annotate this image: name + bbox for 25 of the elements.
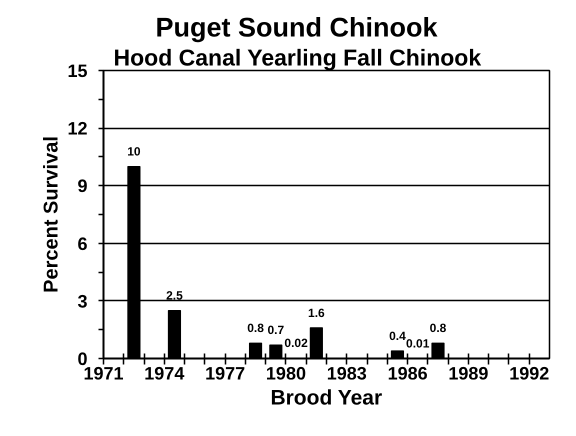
y-tick-label: 15	[67, 61, 88, 81]
data-label: 0.4	[389, 328, 406, 343]
x-tick-label: 1980	[266, 364, 306, 384]
y-tick-label: 9	[77, 176, 88, 196]
y-tick-label: 3	[77, 291, 88, 312]
data-label: 0.02	[284, 336, 308, 350]
y-axis-title: Percent Survival	[40, 136, 62, 293]
x-tick-label: 1986	[388, 364, 428, 384]
chart-title: Puget Sound Chinook	[156, 12, 438, 42]
data-label: 2.5	[166, 288, 184, 302]
x-axis-title: Brood Year	[270, 386, 382, 410]
data-label: 0.7	[267, 323, 284, 338]
data-label: 0.01	[406, 336, 430, 350]
x-tick-label: 1989	[448, 364, 488, 384]
x-tick-label: 1992	[509, 364, 550, 384]
data-label: 0.8	[247, 321, 264, 336]
data-label: 1.6	[308, 306, 326, 320]
y-tick-label: 12	[67, 118, 88, 139]
x-tick-label: 1983	[326, 364, 367, 384]
x-tick-label: 1977	[205, 364, 246, 384]
x-tick-label: 1974	[144, 364, 184, 384]
chart-subtitle: Hood Canal Yearling Fall Chinook	[114, 44, 482, 70]
data-label: 0.8	[430, 321, 447, 336]
data-label: 10	[127, 144, 141, 158]
y-tick-label: 6	[77, 234, 88, 254]
